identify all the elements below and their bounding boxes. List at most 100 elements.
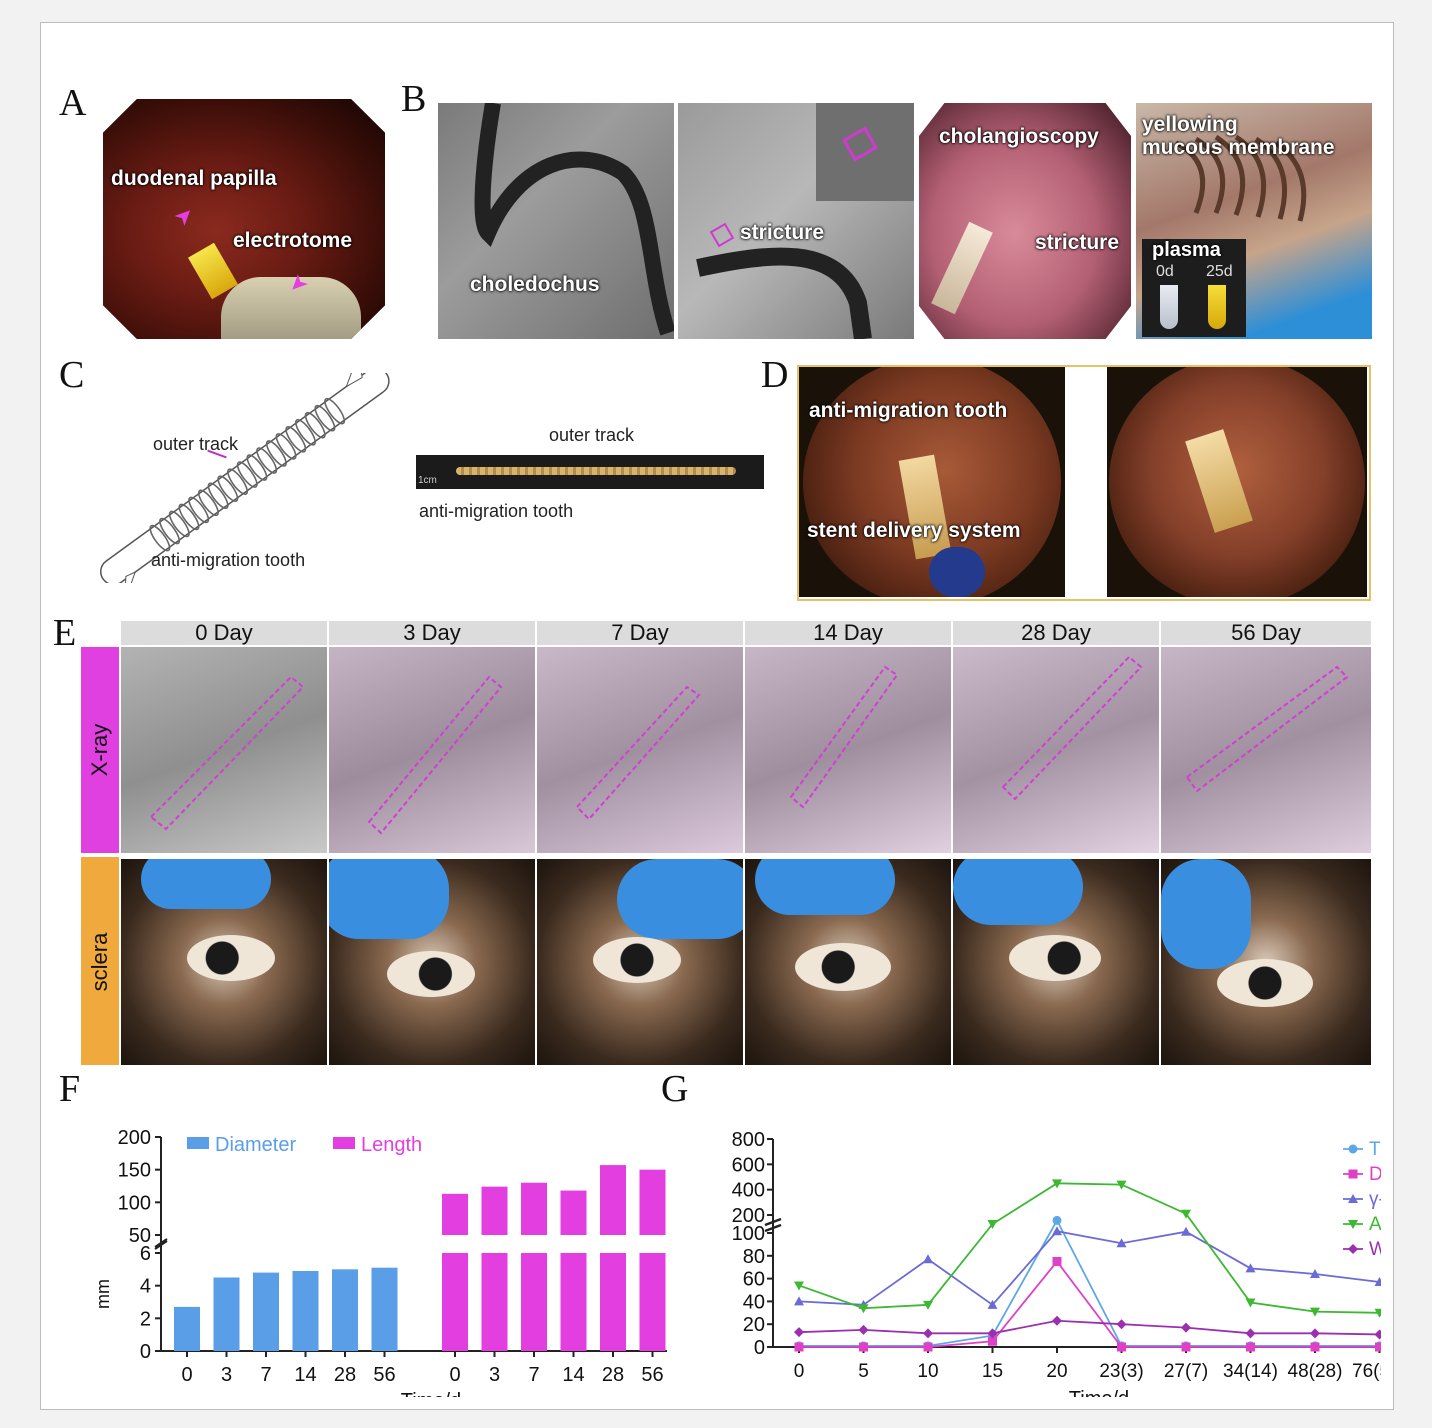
legend-label-length: Length (361, 1134, 422, 1156)
label-anti-migration-tooth: anti-migration tooth (809, 399, 1008, 422)
label-yellowing: yellowing (1142, 113, 1238, 136)
bar (560, 1190, 587, 1235)
x-tick-label: 27(7) (1164, 1361, 1208, 1382)
tube-clear (1160, 285, 1178, 329)
axis-break-mark (154, 1240, 168, 1250)
x-tick-label: 0 (794, 1361, 805, 1382)
series-line (799, 1218, 1380, 1347)
day-header: 56 Day (1161, 621, 1373, 645)
legend-swatch-diameter (187, 1137, 209, 1149)
membrane-stripes (1174, 134, 1307, 222)
day-header: 0 Day (121, 621, 329, 645)
sclera-cell (537, 859, 743, 1065)
x-tick-label: 5 (858, 1361, 869, 1382)
label-tooth-drawing: anti-migration tooth (151, 550, 306, 570)
data-point (794, 1296, 804, 1306)
bar (481, 1253, 508, 1351)
data-point (794, 1327, 804, 1338)
legend-label: γ-GT (1369, 1189, 1381, 1210)
axis-break-mark (154, 1238, 168, 1248)
glove (141, 859, 271, 909)
stent-outline (367, 675, 503, 835)
y-tick-label: 60 (743, 1269, 765, 1291)
bar (442, 1253, 468, 1351)
series-line (798, 1182, 1380, 1314)
data-point (1052, 1179, 1062, 1189)
y-tick-label: 40 (743, 1291, 765, 1313)
chart-f: 0 2 4 650 100 150 200 mm 0 3 7 14 28 56 0 3 7 14 28 56 Time/… (93, 1127, 667, 1397)
label-tooth-photo: anti-migration tooth (419, 501, 574, 521)
y-tick-label: 100 (732, 1223, 765, 1245)
sclera-cell (121, 859, 327, 1065)
xray-cell (121, 647, 327, 853)
label-plasma: plasma (1152, 239, 1221, 261)
plasma-inset: plasma 0d 25d (1142, 239, 1246, 337)
bar (442, 1193, 468, 1235)
data-point (1052, 1226, 1062, 1236)
axis-break-mark (764, 1223, 782, 1233)
data-point (1374, 1308, 1381, 1318)
arrow-icon: ➤ (168, 200, 200, 232)
label-scale-bar: 1cm (418, 475, 437, 486)
glove (617, 859, 743, 939)
y-tick-label: 800 (732, 1129, 765, 1151)
label-electrotome: electrotome (233, 229, 353, 252)
bar (639, 1169, 666, 1235)
data-point (859, 1342, 868, 1352)
label-duodenal-papilla: duodenal papilla (111, 167, 277, 190)
label-choledochus: choledochus (470, 273, 600, 296)
data-point (988, 1336, 997, 1346)
data-point (923, 1300, 933, 1310)
cholangioscopy-photo: cholangioscopy stricture (919, 103, 1131, 339)
stent-photo: 1cm (416, 455, 764, 489)
glove (1161, 859, 1251, 969)
xray-cell (537, 647, 743, 853)
data-point (858, 1304, 869, 1314)
day-header: 28 Day (953, 621, 1161, 645)
y-tick-label: 50 (129, 1225, 151, 1247)
x-tick-label: 56 (641, 1364, 663, 1386)
data-point (794, 1281, 804, 1291)
data-point (987, 1220, 998, 1229)
legend-swatch-length (333, 1137, 355, 1149)
y-tick-label: 100 (118, 1192, 151, 1214)
data-point (1116, 1238, 1127, 1248)
eye (387, 951, 475, 997)
legend-marker (1348, 1220, 1358, 1229)
panel-letter-a: A (59, 82, 87, 124)
bar (521, 1253, 547, 1351)
sclera-cell (953, 859, 1159, 1065)
data-point (1246, 1342, 1255, 1352)
series-line (798, 1319, 1380, 1336)
x-tick-label: 0 (181, 1364, 192, 1386)
bar (639, 1253, 666, 1351)
endoscope-shadow (696, 103, 914, 339)
label-stricture-scope: stricture (1035, 231, 1120, 254)
sclera-cell (329, 859, 535, 1065)
data-point (1310, 1269, 1320, 1279)
legend-marker (1348, 1194, 1358, 1203)
endoscopy-photo-a: duodenal papilla electrotome ➤ ➤ (103, 99, 385, 339)
legend-label-diameter: Diameter (215, 1134, 296, 1156)
bar (213, 1277, 240, 1351)
bar (332, 1269, 358, 1351)
row-label-sclera: sclera (87, 932, 112, 992)
x-tick-label: 14 (294, 1364, 316, 1386)
eye (1009, 935, 1101, 981)
data-point (923, 1328, 933, 1339)
stent-body (456, 467, 736, 475)
stent-outline (149, 675, 305, 831)
bar (292, 1270, 319, 1351)
xray-cell (329, 647, 535, 853)
y-tick-label: 80 (743, 1246, 765, 1268)
data-point (1181, 1209, 1191, 1219)
data-point (1052, 1315, 1062, 1326)
day-header: 14 Day (745, 621, 953, 645)
x-tick-label: 7 (260, 1364, 271, 1386)
label-day0: 0d (1156, 263, 1174, 280)
legend-marker (1348, 1169, 1358, 1179)
series-line (798, 1230, 1380, 1307)
data-point (858, 1324, 869, 1335)
bar (174, 1306, 200, 1351)
axis-break-mark (764, 1217, 782, 1227)
